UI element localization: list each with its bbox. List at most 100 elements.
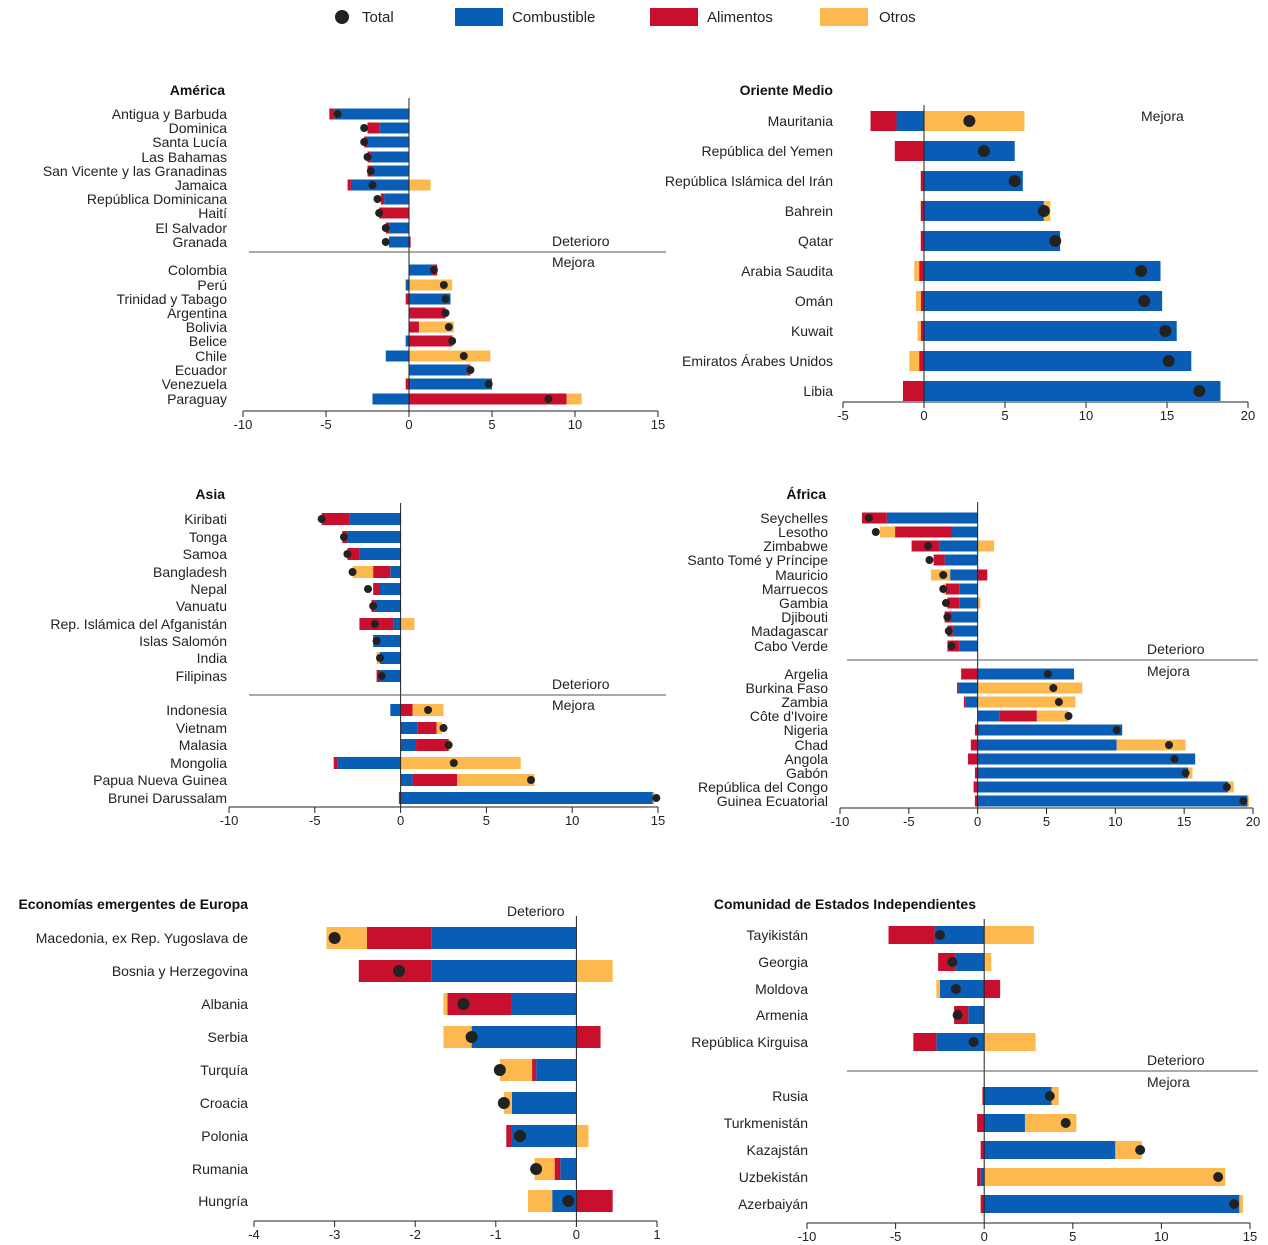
category-label: Gabón <box>786 765 828 781</box>
total-point <box>449 759 458 767</box>
total-point <box>457 998 470 1010</box>
bar-fuel <box>984 1087 1052 1105</box>
bar-food <box>366 927 432 949</box>
bar-food <box>862 512 887 524</box>
bar-food <box>894 141 924 161</box>
bar-food <box>447 993 512 1015</box>
category-label: Malasia <box>179 737 227 753</box>
bar-fuel <box>349 513 401 525</box>
bar-fuel <box>924 381 1221 401</box>
bar-food <box>888 926 935 944</box>
bar-food <box>977 1168 981 1186</box>
bar-other <box>1115 1141 1142 1159</box>
bar-fuel <box>511 993 577 1015</box>
category-label: Kiribati <box>184 511 227 527</box>
category-label: Seychelles <box>760 510 828 526</box>
bar-fuel <box>977 795 1248 807</box>
bar-food <box>980 1195 985 1213</box>
total-point <box>444 741 453 749</box>
bar-other <box>457 774 535 786</box>
category-label: República del Congo <box>698 779 828 795</box>
total-point <box>424 706 433 714</box>
total-point <box>376 654 385 662</box>
category-label: India <box>197 650 228 666</box>
total-point <box>977 145 990 157</box>
panel-title: Comunidad de Estados Independientes <box>714 896 976 912</box>
bar-other <box>915 291 921 311</box>
total-point <box>1138 295 1151 307</box>
bar-food <box>398 792 401 804</box>
bar-food <box>977 1114 985 1132</box>
bar-fuel <box>959 640 978 652</box>
bar-fuel <box>939 540 978 552</box>
total-point <box>363 585 372 593</box>
total-point <box>348 568 357 576</box>
total-point <box>947 957 958 967</box>
x-tick-label: 15 <box>1160 408 1174 423</box>
bar-food <box>416 739 449 751</box>
category-label: Brunei Darussalam <box>108 790 227 806</box>
x-tick-label: -10 <box>831 814 850 829</box>
category-label: Colombia <box>168 262 227 278</box>
total-point <box>381 224 390 232</box>
total-point <box>1043 670 1052 678</box>
x-tick-label: 15 <box>1177 814 1191 829</box>
category-label: Arabia Saudita <box>741 263 833 279</box>
bar-other <box>576 960 613 982</box>
bar-food <box>347 548 360 560</box>
category-label: Macedonia, ex Rep. Yugoslava de <box>36 930 248 946</box>
x-tick-label: 10 <box>1079 408 1093 423</box>
category-label: Mauritania <box>768 113 834 129</box>
category-label: Zimbabwe <box>763 538 828 554</box>
bar-food <box>405 378 409 390</box>
bar-fuel <box>958 682 978 694</box>
note-right: Mejora <box>1141 108 1184 124</box>
total-point <box>484 380 493 388</box>
total-point <box>1049 235 1062 247</box>
bar-other <box>1024 1114 1077 1132</box>
bar-food <box>321 513 350 525</box>
bar-other <box>418 321 454 333</box>
bar-fuel <box>968 1006 985 1024</box>
bar-other <box>879 526 896 538</box>
bar-food <box>412 774 458 786</box>
bar-fuel <box>431 927 577 949</box>
total-point <box>339 533 348 541</box>
bar-fuel <box>409 264 433 276</box>
bar-fuel <box>924 141 1015 161</box>
total-point <box>372 637 381 645</box>
bar-other <box>977 540 995 552</box>
bar-fuel <box>471 1026 577 1048</box>
total-point <box>1165 741 1174 749</box>
total-point <box>497 1097 510 1109</box>
category-label: Indonesia <box>166 702 227 718</box>
bar-fuel <box>896 111 924 131</box>
category-label: Mongolia <box>170 755 227 771</box>
total-point <box>448 337 457 345</box>
bar-food <box>576 1026 601 1048</box>
bar-food <box>933 554 945 566</box>
category-label: Albania <box>201 996 248 1012</box>
bar-food <box>968 753 978 765</box>
bar-fuel <box>924 351 1192 371</box>
total-point <box>444 323 453 331</box>
total-point <box>439 724 448 732</box>
total-point <box>943 613 952 621</box>
category-label: Azerbaiyán <box>738 1196 808 1212</box>
total-point <box>1064 712 1073 720</box>
bar-food <box>409 393 567 405</box>
bar-food <box>970 739 978 751</box>
note-bottom: Mejora <box>552 697 595 713</box>
total-point <box>963 115 976 127</box>
bar-fuel <box>384 193 409 205</box>
total-point <box>439 281 448 289</box>
category-label: Samoa <box>183 546 228 562</box>
total-point <box>934 930 945 940</box>
bar-fuel <box>934 926 985 944</box>
bar-other <box>1247 795 1249 807</box>
category-label: Bosnia y Herzegovina <box>112 963 248 979</box>
category-label: Antigua y Barbuda <box>112 106 227 122</box>
total-point <box>939 571 948 579</box>
bar-food <box>919 351 924 371</box>
